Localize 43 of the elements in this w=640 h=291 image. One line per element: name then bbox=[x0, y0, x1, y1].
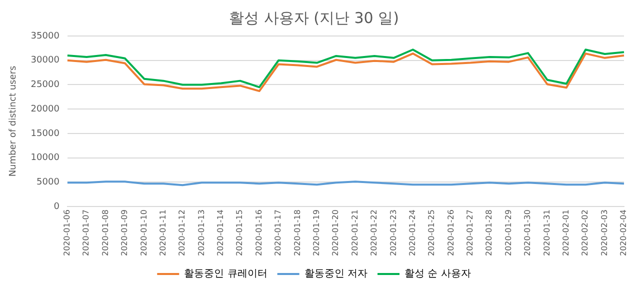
x-tick-label: 2020-01-21 bbox=[350, 210, 360, 256]
y-tick-label: 20000 bbox=[30, 104, 60, 114]
x-tick-label: 2020-01-18 bbox=[292, 210, 302, 256]
x-tick-label: 2020-01-17 bbox=[274, 210, 283, 256]
x-tick-label: 2020-01-07 bbox=[82, 210, 91, 256]
y-tick-label: 25000 bbox=[30, 80, 60, 90]
x-tick-label: 2020-01-31 bbox=[542, 210, 552, 256]
x-tick-label: 2020-01-14 bbox=[216, 210, 226, 256]
x-tick-label: 2020-02-03 bbox=[600, 210, 609, 256]
x-tick-label: 2020-01-29 bbox=[504, 210, 513, 256]
x-tick-label: 2020-01-25 bbox=[427, 210, 436, 256]
x-tick-label: 2020-01-27 bbox=[466, 210, 475, 256]
x-tick-label: 2020-01-08 bbox=[100, 210, 110, 256]
y-tick-label: 5000 bbox=[36, 177, 60, 188]
x-tick-label: 2020-01-30 bbox=[523, 210, 532, 256]
x-tick-label: 2020-01-20 bbox=[331, 210, 340, 256]
legend-label: 활동중인 저자 bbox=[304, 268, 368, 280]
x-tick-label: 2020-01-13 bbox=[196, 210, 206, 256]
x-tick-label: 2020-01-09 bbox=[120, 210, 130, 256]
x-tick-label: 2020-01-12 bbox=[178, 210, 187, 256]
x-tick-label: 2020-01-06 bbox=[62, 210, 72, 256]
x-tick-label: 2020-02-01 bbox=[562, 210, 570, 256]
legend-label: 활성 순 사용자 bbox=[404, 268, 471, 280]
chart-title: 활성 사용자 (지난 30 일) bbox=[229, 8, 399, 27]
x-tick-label: 2020-01-10 bbox=[139, 210, 148, 256]
x-tick-label: 2020-01-16 bbox=[254, 210, 264, 256]
x-tick-label: 2020-01-15 bbox=[235, 210, 244, 256]
legend-label: 활동중인 큐레이터 bbox=[184, 268, 268, 280]
x-tick-label: 2020-02-02 bbox=[580, 210, 590, 256]
x-tick-label: 2020-02-04 bbox=[619, 210, 628, 256]
x-tick-label: 2020-01-23 bbox=[388, 210, 398, 256]
x-tick-label: 2020-01-28 bbox=[484, 210, 494, 256]
y-tick-label: 35000 bbox=[30, 31, 60, 42]
x-tick-label: 2020-01-22 bbox=[370, 210, 379, 256]
x-tick-label: 2020-01-19 bbox=[312, 210, 322, 256]
x-tick-label: 2020-01-26 bbox=[446, 210, 456, 256]
y-axis-title: Number of distinct users bbox=[8, 66, 19, 177]
y-tick-label: 0 bbox=[54, 202, 60, 212]
y-tick-label: 30000 bbox=[30, 56, 60, 66]
x-tick-label: 2020-01-11 bbox=[158, 210, 168, 256]
y-tick-label: 15000 bbox=[30, 128, 60, 139]
x-tick-label: 2020-01-24 bbox=[408, 210, 417, 256]
y-tick-label: 10000 bbox=[30, 153, 60, 164]
